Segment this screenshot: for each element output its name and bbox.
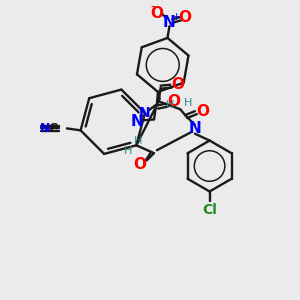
- Text: H: H: [184, 98, 192, 108]
- Text: O: O: [178, 10, 192, 25]
- Text: H: H: [166, 100, 175, 110]
- Text: O: O: [196, 104, 209, 119]
- Text: N: N: [40, 122, 50, 135]
- Text: O: O: [150, 6, 163, 21]
- Text: -: -: [151, 0, 155, 13]
- Text: O: O: [167, 94, 180, 109]
- Text: Cl: Cl: [202, 203, 217, 217]
- Text: N: N: [131, 114, 144, 129]
- Text: N: N: [163, 15, 176, 30]
- Text: O: O: [172, 77, 185, 92]
- Text: O: O: [134, 158, 147, 172]
- Text: H: H: [134, 136, 142, 146]
- Text: N: N: [139, 106, 151, 120]
- Text: H: H: [124, 146, 133, 156]
- Text: C: C: [48, 122, 57, 135]
- Text: +: +: [172, 12, 181, 22]
- Text: N: N: [188, 121, 201, 136]
